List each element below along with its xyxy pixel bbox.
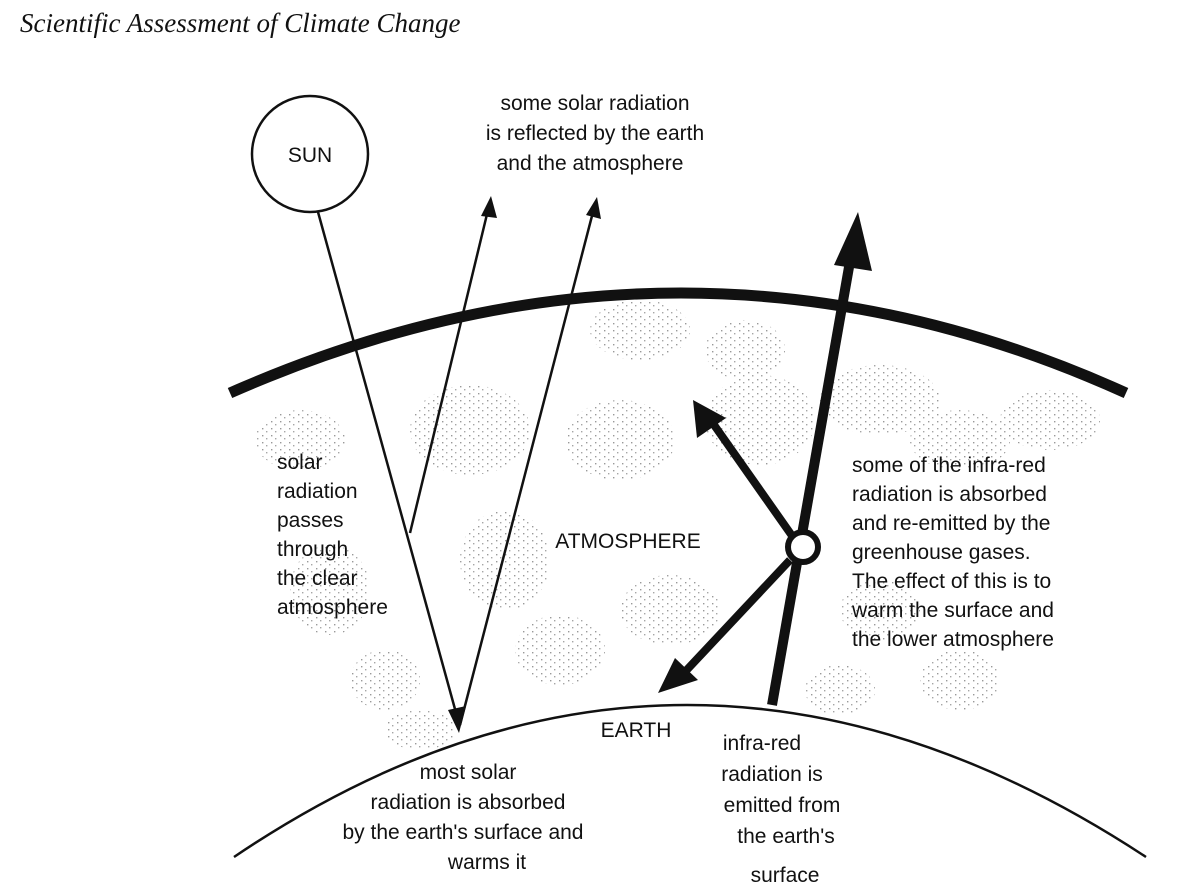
reemitted-ray-up-arrowhead [693,400,726,438]
svg-text:surface: surface [751,864,820,887]
svg-text:infra-red: infra-red [723,732,801,755]
svg-text:solar: solar [277,451,323,474]
svg-text:radiation is: radiation is [721,763,823,786]
svg-text:emitted from: emitted from [724,794,841,817]
emitted-label: infra-red radiation is emitted from the … [721,732,840,887]
svg-text:atmosphere: atmosphere [277,596,388,619]
reflected-ray-1 [408,209,490,534]
sun-label: SUN [288,144,332,167]
svg-text:some of the infra-red: some of the infra-red [852,454,1046,477]
reemitted-ray-down [679,557,793,678]
atmosphere-boundary [227,287,1129,399]
earth-surface [233,703,1147,859]
svg-text:through: through [277,538,348,561]
reemitted-ray-down-arrowhead [658,658,698,693]
reflected-ray-2-arrowhead [586,197,601,219]
svg-text:passes: passes [277,509,344,532]
svg-text:most solar: most solar [420,761,517,784]
page-header-title: Scientific Assessment of Climate Change [20,8,461,38]
svg-text:radiation is absorbed: radiation is absorbed [852,483,1047,506]
infrared-escaping-ray [767,249,857,706]
greenhouse-label: some of the infra-red radiation is absor… [851,454,1054,651]
incoming-solar-ray [316,211,460,721]
absorbed-label: most solar radiation is absorbed by the … [343,761,584,874]
svg-text:and re-emitted by the: and re-emitted by the [852,512,1050,535]
greenhouse-gas-molecule [785,529,821,565]
incoming-solar-arrowhead [448,706,466,733]
reflected-label: some solar radiation is reflected by the… [486,92,704,175]
earth-label: EARTH [601,719,672,742]
svg-text:warm the surface and: warm the surface and [851,599,1054,622]
svg-text:radiation: radiation [277,480,358,503]
reemitted-ray-up [708,419,799,543]
reflected-ray-1-arrowhead [481,196,497,218]
svg-text:The effect of this is to: The effect of this is to [852,570,1051,593]
svg-text:the clear: the clear [277,567,358,590]
svg-text:is reflected by the earth: is reflected by the earth [486,122,704,145]
passes-through-label: solar radiation passes through the clear… [277,451,388,619]
atmosphere-label: ATMOSPHERE [555,530,700,553]
svg-text:the lower atmosphere: the lower atmosphere [852,628,1054,651]
reflected-ray-2 [458,211,595,726]
svg-text:by the earth's surface and: by the earth's surface and [343,821,584,844]
svg-text:some solar radiation: some solar radiation [500,92,689,115]
svg-text:radiation is absorbed: radiation is absorbed [371,791,566,814]
sun-circle [250,94,370,214]
infrared-escaping-arrowhead [834,212,872,271]
svg-text:the earth's: the earth's [737,825,834,848]
atmosphere-texture [255,300,1100,750]
svg-text:warms it: warms it [447,851,526,874]
svg-text:and the atmosphere: and the atmosphere [497,152,684,175]
svg-text:greenhouse gases.: greenhouse gases. [852,541,1031,564]
